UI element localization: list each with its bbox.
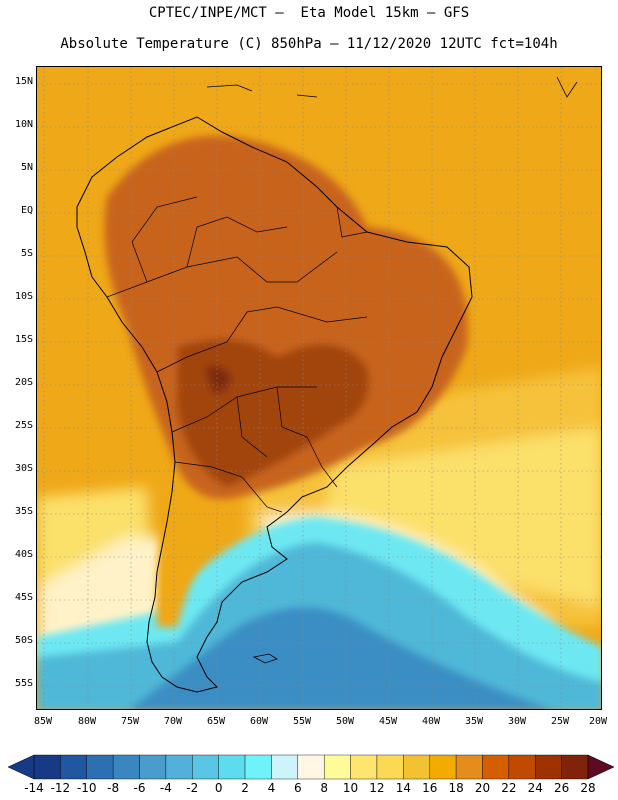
lat-label-20s: 20S [14, 377, 33, 388]
colorbar-cell [33, 754, 61, 780]
colorbar-tick-label: 2 [241, 781, 249, 795]
lon-label-30w: 30W [507, 716, 527, 727]
lat-label-35s: 35S [14, 506, 33, 517]
colorbar-cell [271, 754, 299, 780]
lat-label-50s: 50S [14, 635, 33, 646]
colorbar-tick-label: -4 [159, 781, 172, 795]
lon-label-50w: 50W [335, 716, 355, 727]
colorbar-tick-label: 0 [214, 781, 223, 795]
lat-label-15n: 15N [14, 76, 33, 87]
colorbar-tick-label: 22 [501, 781, 517, 795]
lon-label-70w: 70W [163, 716, 183, 727]
lat-label-5n: 5N [20, 162, 33, 173]
lat-label-40s: 40S [14, 549, 33, 560]
lon-label-35w: 35W [464, 716, 484, 727]
colorbar-cell [86, 754, 114, 780]
colorbar-left-arrow [7, 754, 35, 780]
colorbar-cell [297, 754, 325, 780]
colorbar-tick-label: 12 [369, 781, 385, 795]
colorbar-cell [535, 754, 562, 780]
lat-label-30s: 30S [14, 463, 33, 474]
ocean-cool-field [317, 427, 601, 607]
colorbar-cell [561, 754, 589, 780]
colorbar-cell [192, 754, 219, 780]
lat-label-10n: 10N [14, 119, 33, 130]
lon-label-60w: 60W [249, 716, 269, 727]
colorbar-tick-label: -8 [107, 781, 120, 795]
lat-label-15s: 15S [14, 334, 33, 345]
colorbar-tick-label: 4 [267, 781, 276, 795]
colorbar-cell [244, 754, 272, 780]
colorbar-tick-label: 28 [580, 781, 596, 795]
lon-label-85w: 85W [33, 716, 53, 727]
colorbar-cell [350, 754, 378, 780]
colorbar-cell [139, 754, 167, 780]
colorbar-tick-label: -6 [133, 781, 146, 795]
colorbar-cell [165, 754, 193, 780]
map-canvas [37, 67, 601, 709]
south-america-coastline [76, 116, 473, 693]
temperature-colorbar [7, 754, 615, 780]
lat-label-5s: 5S [20, 248, 33, 259]
colorbar-cell [376, 754, 404, 780]
colorbar-cell [482, 754, 510, 780]
deep-field [129, 607, 552, 709]
lat-label-10s: 10S [14, 291, 33, 302]
colorbar-cell [403, 754, 430, 780]
colorbar-cell [60, 754, 87, 780]
graticule [37, 67, 601, 709]
lon-label-45w: 45W [378, 716, 398, 727]
temperature-map [36, 66, 602, 710]
lon-label-65w: 65W [206, 716, 226, 727]
colorbar-cell [429, 754, 457, 780]
colorbar-cell [112, 754, 140, 780]
colorbar-tick-label: 6 [293, 781, 302, 795]
lon-label-40w: 40W [421, 716, 441, 727]
colorbar-tick-label: 16 [422, 781, 438, 795]
lon-label-80w: 80W [77, 716, 97, 727]
colorbar-tick-label: 8 [320, 781, 328, 795]
colorbar-tick-label: -2 [186, 781, 199, 795]
land-extreme-field [205, 365, 232, 393]
map-title-line2: Absolute Temperature (C) 850hPa – 11/12/… [60, 36, 558, 52]
lon-label-25w: 25W [550, 716, 570, 727]
colorbar-tick-label: -10 [76, 781, 97, 795]
colorbar-cell [455, 754, 483, 780]
colorbar-tick-label: 24 [527, 781, 543, 795]
colorbar-tick-label: 14 [395, 781, 411, 795]
country-borders [106, 196, 368, 513]
colorbar-tick-label: 10 [342, 781, 359, 795]
colorbar-tick-label: -12 [50, 781, 71, 795]
lat-label-55s: 55S [14, 678, 33, 689]
lat-label-eq: EQ [20, 205, 33, 216]
caribbean-islands [206, 76, 578, 98]
colorbar-cell [508, 754, 536, 780]
lon-label-75w: 75W [120, 716, 140, 727]
colorbar-cell [218, 754, 246, 780]
lon-label-55w: 55W [292, 716, 312, 727]
colorbar-right-arrow [587, 754, 615, 780]
colorbar-tick-label: 26 [553, 781, 570, 795]
falkland-islands [252, 653, 278, 664]
map-title-line1: CPTEC/INPE/MCT – Eta Model 15km – GFS [148, 5, 470, 21]
lon-label-20w: 20W [588, 716, 608, 727]
lat-label-45s: 45S [14, 592, 33, 603]
colorbar-cell [323, 754, 351, 780]
colorbar-tick-label: 18 [448, 781, 464, 795]
colorbar-tick-label: -14 [24, 781, 44, 795]
lat-label-25s: 25S [14, 420, 33, 431]
colorbar-tick-label: 20 [474, 781, 491, 795]
